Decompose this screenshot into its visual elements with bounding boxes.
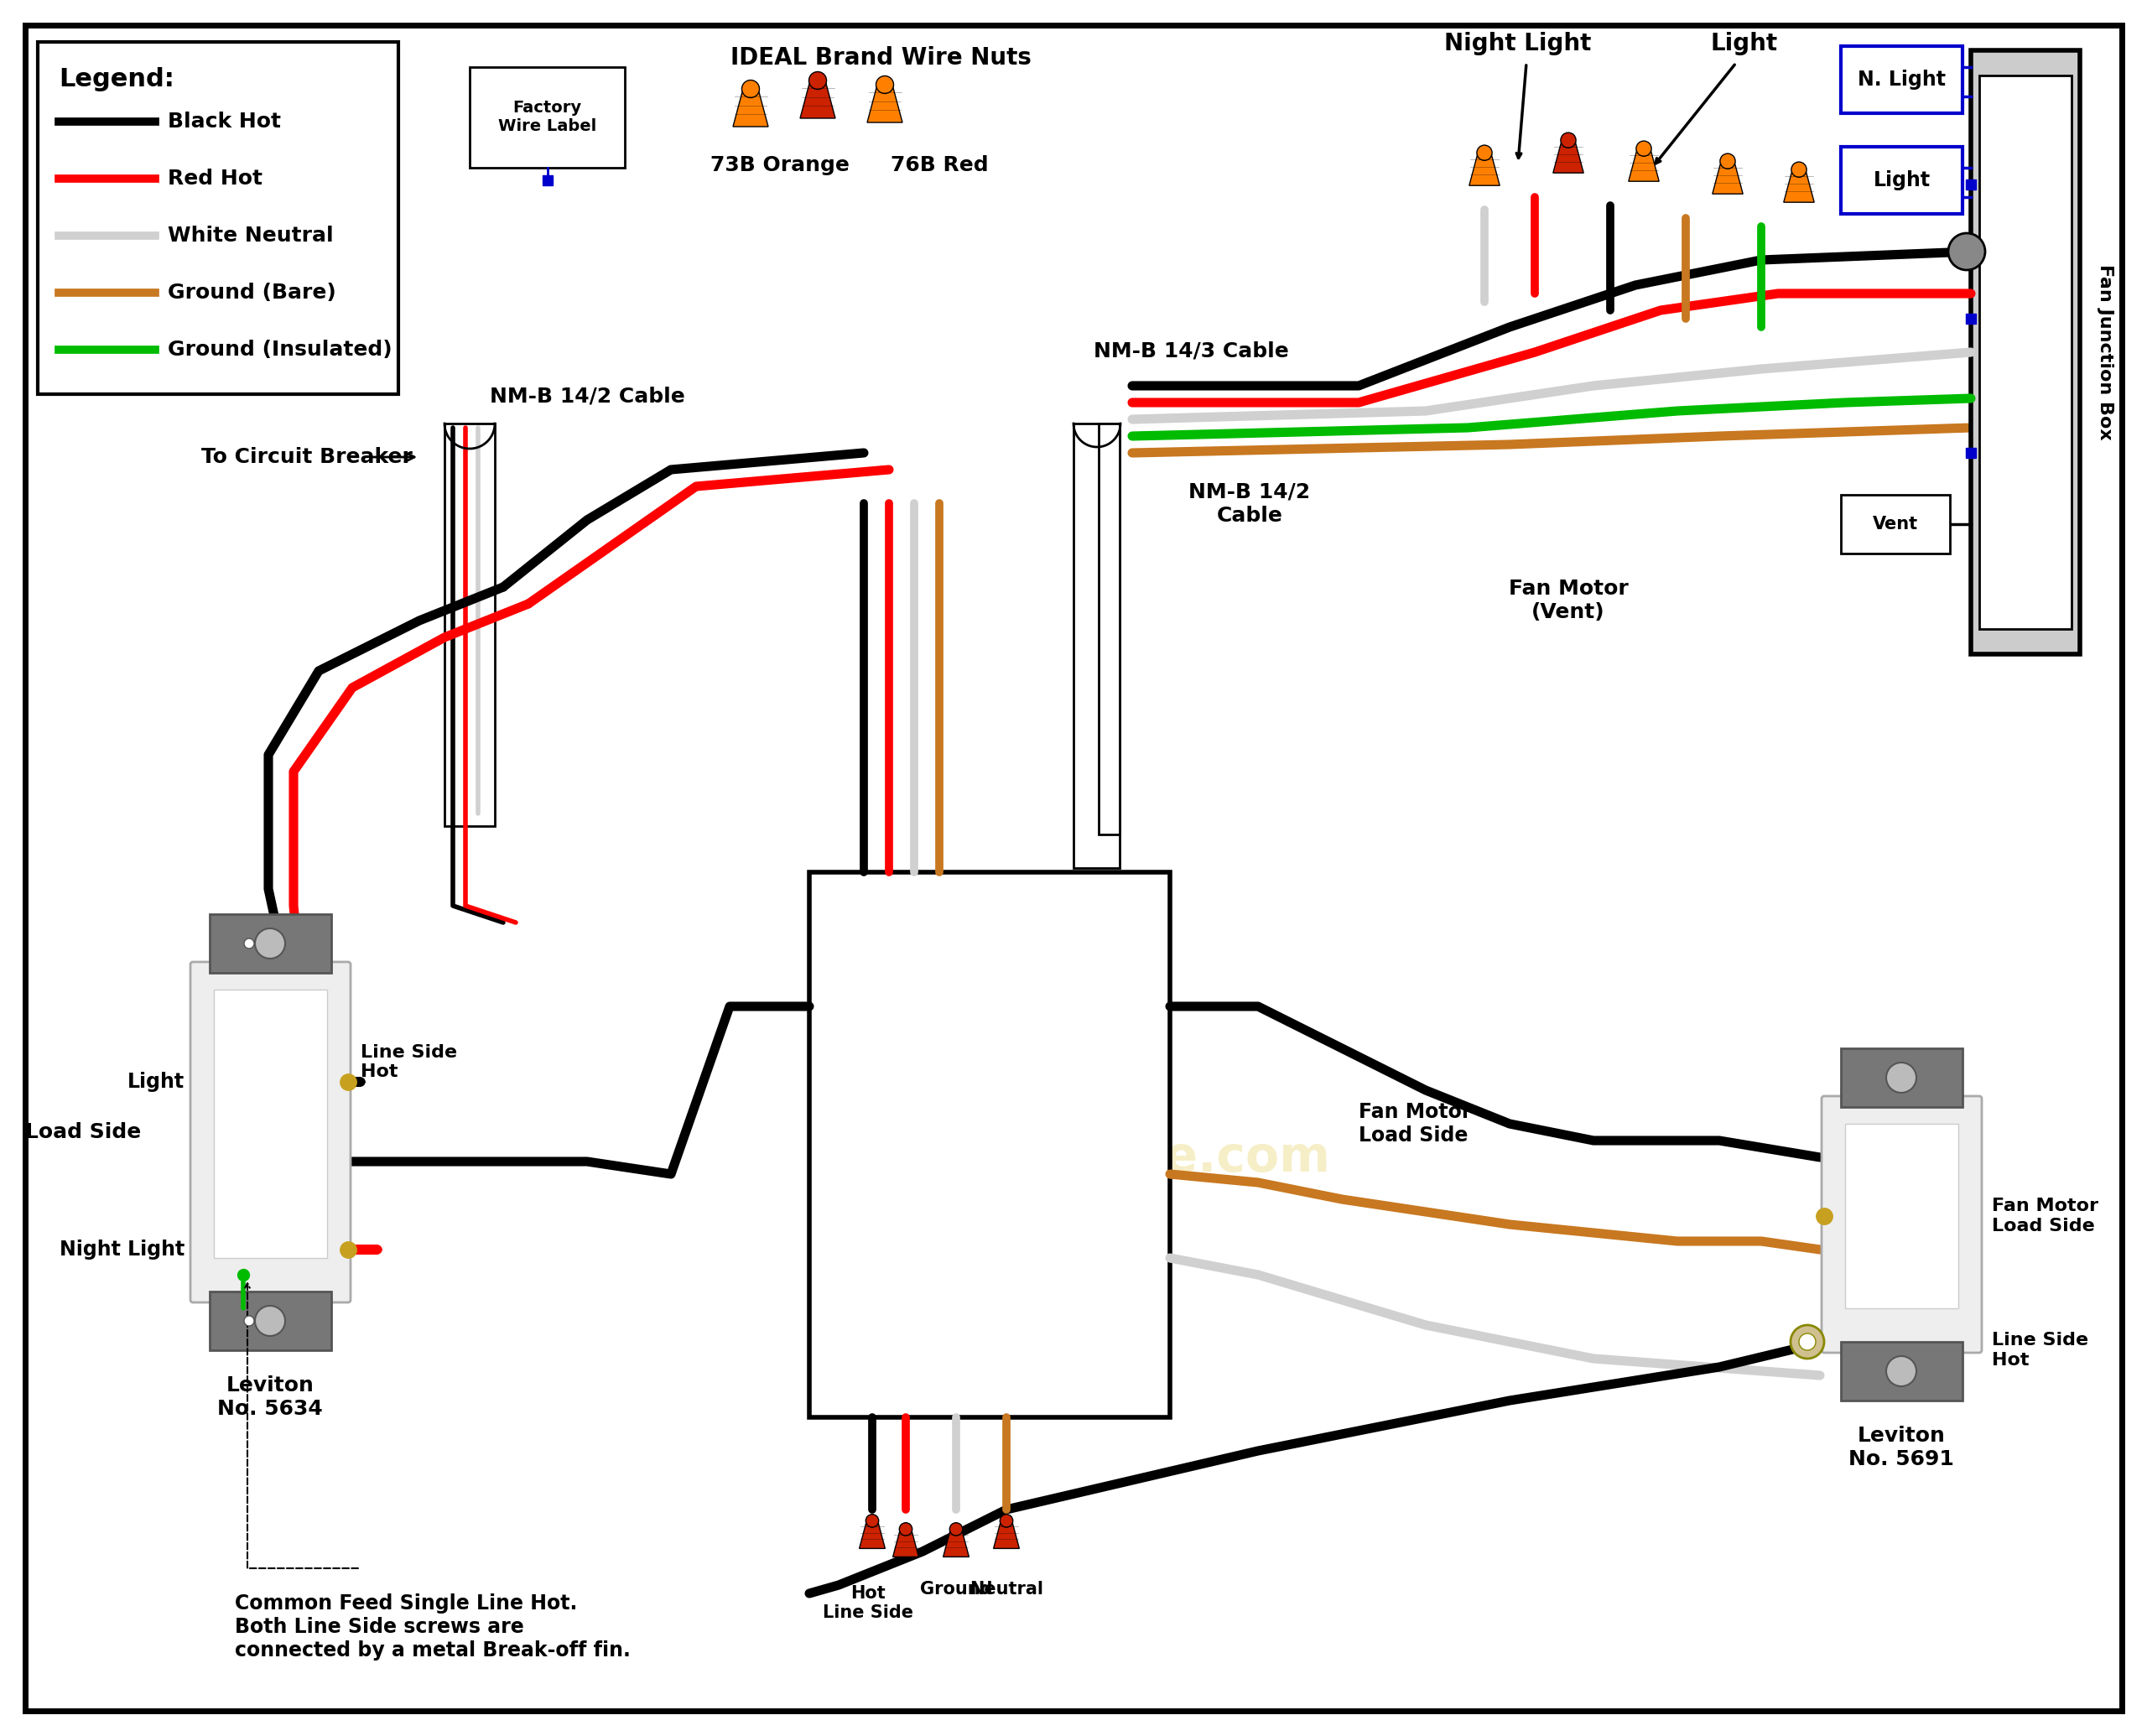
Bar — [470, 68, 625, 168]
Polygon shape — [867, 85, 902, 123]
Bar — [215, 990, 326, 1259]
Polygon shape — [732, 89, 769, 127]
Text: Light: Light — [1872, 170, 1930, 191]
FancyBboxPatch shape — [1821, 1095, 1982, 1352]
Text: NM-B 14/2 Cable: NM-B 14/2 Cable — [490, 387, 685, 406]
Text: N. Light: N. Light — [1857, 69, 1945, 90]
Polygon shape — [1469, 153, 1501, 186]
Circle shape — [245, 1316, 253, 1326]
Polygon shape — [1630, 149, 1660, 181]
FancyBboxPatch shape — [191, 962, 350, 1302]
Bar — [1840, 47, 1962, 113]
Bar — [210, 1292, 331, 1351]
Text: Load Side: Load Side — [26, 1121, 142, 1142]
Text: NM-B 14/3 Cable: NM-B 14/3 Cable — [1093, 340, 1288, 361]
Bar — [1971, 50, 2080, 654]
Text: Fan Motor
Load Side: Fan Motor Load Side — [1359, 1102, 1471, 1146]
Bar — [1840, 1342, 1962, 1401]
Polygon shape — [801, 80, 835, 118]
Polygon shape — [994, 1521, 1020, 1549]
Bar — [1840, 148, 1962, 214]
Text: Fan Junction Box: Fan Junction Box — [2098, 264, 2113, 441]
Circle shape — [900, 1522, 912, 1536]
Polygon shape — [1713, 161, 1743, 194]
Polygon shape — [1552, 141, 1584, 174]
Bar — [1074, 424, 1119, 868]
Bar — [1840, 495, 1949, 554]
Text: Light: Light — [127, 1071, 185, 1092]
Text: Leviton
No. 5634: Leviton No. 5634 — [217, 1375, 322, 1418]
Circle shape — [1947, 233, 1986, 271]
Bar — [1840, 1049, 1962, 1108]
Text: Common Feed Single Line Hot.
Both Line Side screws are
connected by a metal Brea: Common Feed Single Line Hot. Both Line S… — [234, 1594, 631, 1660]
Circle shape — [809, 71, 827, 89]
Text: Leviton
No. 5691: Leviton No. 5691 — [1849, 1425, 1954, 1469]
Text: Red Hot: Red Hot — [167, 168, 262, 189]
Circle shape — [1720, 153, 1735, 168]
Circle shape — [245, 939, 253, 948]
Circle shape — [865, 1514, 878, 1528]
Bar — [1844, 1123, 1958, 1309]
Text: NM-B 14/2
Cable: NM-B 14/2 Cable — [1189, 483, 1310, 526]
Circle shape — [1636, 141, 1651, 156]
Polygon shape — [943, 1529, 968, 1557]
Circle shape — [1887, 1062, 1917, 1092]
Text: Fan Motor
Load Side: Fan Motor Load Side — [1992, 1198, 2098, 1234]
Bar — [1099, 424, 1119, 835]
Text: ©homemowie.com: ©homemowie.com — [816, 1134, 1331, 1180]
Circle shape — [1887, 1356, 1917, 1387]
Circle shape — [255, 929, 286, 958]
Text: Ground: Ground — [919, 1581, 992, 1597]
Circle shape — [743, 80, 760, 97]
Text: IDEAL Brand Wire Nuts: IDEAL Brand Wire Nuts — [730, 47, 1031, 69]
Circle shape — [1001, 1514, 1013, 1528]
Text: Fan Motor
(Vent): Fan Motor (Vent) — [1509, 578, 1627, 621]
Circle shape — [876, 76, 893, 94]
Polygon shape — [859, 1521, 885, 1549]
Text: Hot
Line Side: Hot Line Side — [822, 1585, 912, 1621]
Text: Factory
Wire Label: Factory Wire Label — [498, 101, 597, 135]
Text: White Neutral: White Neutral — [167, 226, 333, 247]
Circle shape — [1477, 146, 1492, 160]
Text: Night Light: Night Light — [60, 1240, 185, 1260]
Circle shape — [1791, 1325, 1825, 1359]
Text: Vent: Vent — [1872, 516, 1917, 533]
Text: Night Light: Night Light — [1445, 31, 1591, 56]
Text: 73B Orange: 73B Orange — [711, 155, 850, 175]
Circle shape — [949, 1522, 962, 1536]
Text: Neutral: Neutral — [970, 1581, 1043, 1597]
Bar — [39, 42, 399, 394]
Circle shape — [1561, 132, 1576, 148]
Bar — [444, 424, 494, 826]
Circle shape — [1791, 161, 1806, 177]
Text: To Circuit Breaker: To Circuit Breaker — [202, 446, 412, 467]
Bar — [210, 915, 331, 972]
Circle shape — [255, 1305, 286, 1337]
Polygon shape — [893, 1529, 919, 1557]
Text: Legend:: Legend: — [58, 68, 174, 92]
Text: Line Side
Hot: Line Side Hot — [1992, 1332, 2089, 1368]
Text: Ground (Insulated): Ground (Insulated) — [167, 340, 393, 359]
Text: Light: Light — [1711, 31, 1778, 56]
Bar — [809, 871, 1170, 1417]
Text: 76B Red: 76B Red — [891, 155, 988, 175]
Text: Ground (Bare): Ground (Bare) — [167, 283, 337, 302]
Polygon shape — [1784, 170, 1814, 203]
Text: Line Side
Hot: Line Side Hot — [361, 1043, 457, 1080]
Circle shape — [1799, 1333, 1816, 1351]
Text: Black Hot: Black Hot — [167, 111, 281, 132]
Bar — [1980, 75, 2072, 628]
